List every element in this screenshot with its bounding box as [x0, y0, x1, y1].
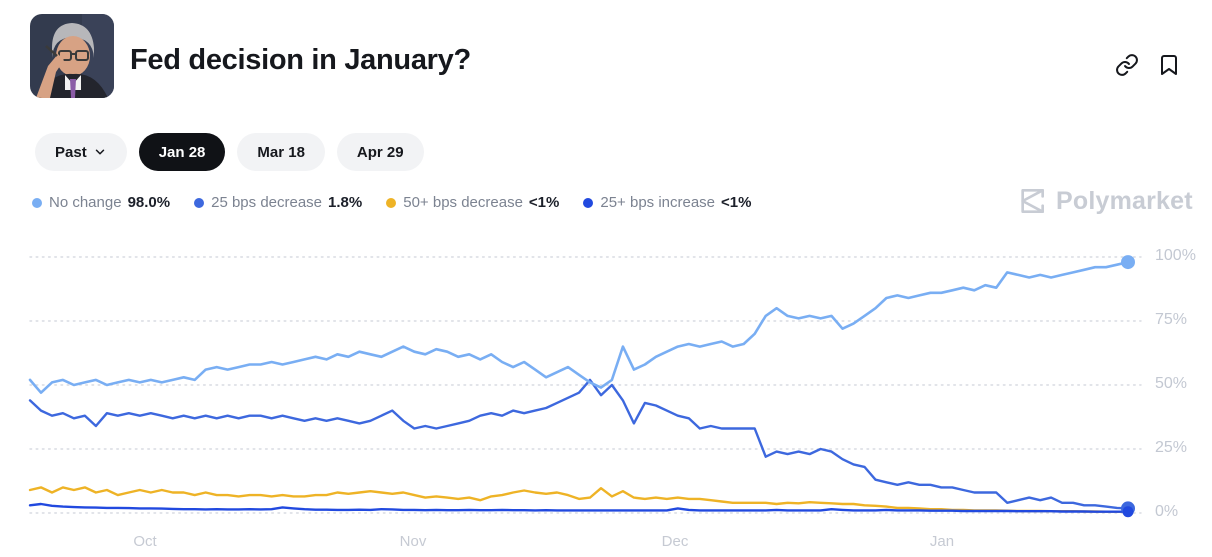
- x-axis-label-jan: Jan: [929, 533, 955, 550]
- tab-past-label: Past: [55, 143, 87, 161]
- legend-value: <1%: [721, 194, 752, 211]
- tab-mar-18-label: Mar 18: [257, 143, 305, 161]
- chevron-down-icon: [95, 149, 104, 155]
- legend-value: 98.0%: [127, 194, 171, 211]
- legend-item-50bps-decrease: 50+ bps decrease <1%: [386, 194, 559, 211]
- legend-label: 50+ bps decrease: [403, 194, 523, 211]
- page-title: Fed decision in January?: [130, 44, 471, 76]
- series-dot-25bps-decrease: [194, 197, 205, 208]
- tab-mar-18[interactable]: Mar 18: [237, 133, 325, 171]
- series-dot-25bps-increase: [583, 197, 594, 208]
- x-axis-label-nov: Nov: [399, 533, 427, 550]
- legend-label: No change: [49, 194, 122, 211]
- x-axis-label-oct: Oct: [133, 533, 157, 550]
- timeframe-tabs: Past Jan 28 Mar 18 Apr 29: [35, 133, 424, 171]
- bookmark-icon: [1161, 55, 1177, 75]
- legend-label: 25 bps decrease: [211, 194, 323, 211]
- chart-legend: No change 98.0% 25 bps decrease 1.8% 50+…: [32, 194, 751, 211]
- legend-item-25bps-decrease: 25 bps decrease 1.8%: [194, 194, 362, 211]
- bookmark-button[interactable]: [1156, 52, 1182, 78]
- y-axis-label-75: 75%: [1155, 311, 1188, 328]
- copy-link-button[interactable]: [1114, 52, 1140, 78]
- tab-jan-28-label: Jan 28: [158, 143, 206, 161]
- series-dot-no-change: [32, 197, 42, 208]
- legend-value: 1.8%: [328, 194, 363, 211]
- powell-portrait: [30, 14, 114, 98]
- y-axis-label-0: 0%: [1155, 503, 1179, 520]
- polymarket-wordmark: Polymarket: [1056, 186, 1193, 215]
- y-axis-label-50: 50%: [1155, 375, 1188, 392]
- legend-item-no-change: No change 98.0%: [32, 194, 170, 211]
- x-axis-label-dec: Dec: [661, 533, 689, 550]
- polymarket-watermark: Polymarket: [1016, 185, 1193, 217]
- market-avatar: [30, 14, 114, 98]
- polymarket-logo-icon: [1021, 189, 1044, 213]
- legend-value: <1%: [528, 194, 560, 211]
- y-axis-label-25: 25%: [1155, 439, 1188, 456]
- tab-apr-29-label: Apr 29: [356, 143, 404, 161]
- tab-jan-28[interactable]: Jan 28: [138, 133, 226, 171]
- legend-label: 25+ bps increase: [600, 194, 716, 211]
- series-dot-50bps-decrease: [386, 197, 397, 208]
- y-axis-label-100: 100%: [1155, 247, 1196, 264]
- link-icon: [1116, 54, 1138, 76]
- tab-apr-29[interactable]: Apr 29: [336, 133, 424, 171]
- legend-item-25bps-increase: 25+ bps increase <1%: [583, 194, 751, 211]
- tab-past[interactable]: Past: [35, 133, 127, 171]
